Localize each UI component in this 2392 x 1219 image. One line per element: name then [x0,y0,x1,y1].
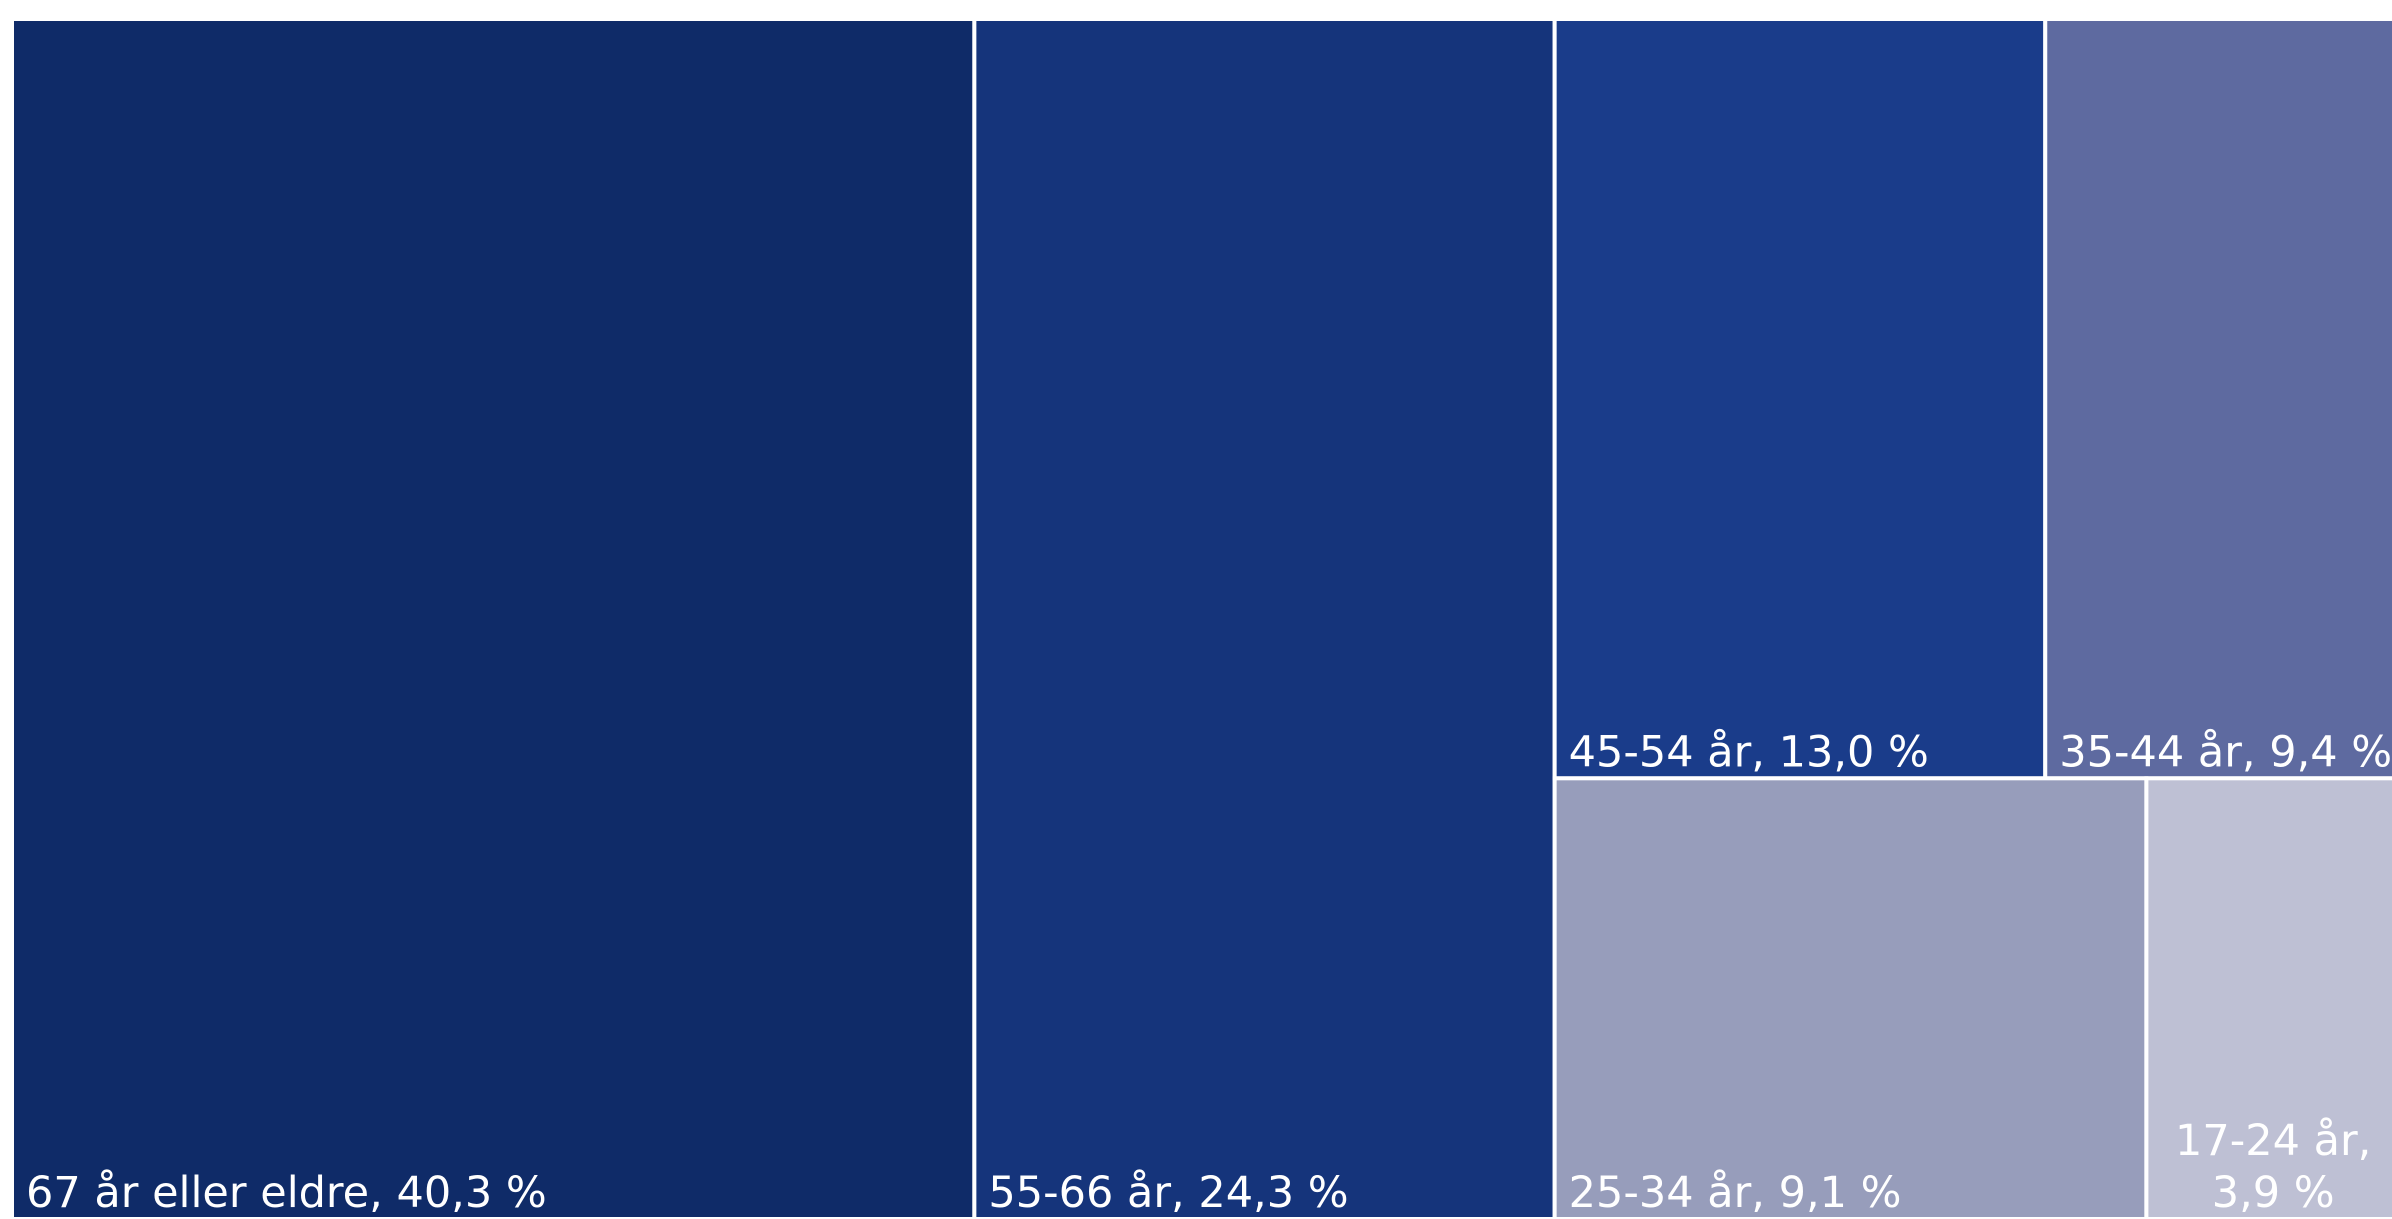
tile-label: 55-66 år, 24,3 % [988,1168,1348,1218]
treemap-tile [972,17,1557,1219]
treemap-tile [1552,17,2048,781]
treemap-labels: 67 år eller eldre, 40,3 % 55-66 år, 24,3 … [26,727,2392,1218]
treemap-tile [10,17,977,1219]
treemap-tiles [10,17,2392,1219]
treemap-tile [2144,776,2392,1219]
tile-label: 3,9 % [2212,1168,2335,1218]
tile-label: 17-24 år, [2175,1116,2371,1166]
tile-label: 25-34 år, 9,1 % [1569,1168,1902,1218]
tile-label: 67 år eller eldre, 40,3 % [26,1168,547,1218]
treemap-tile [2043,17,2392,781]
treemap-tile [1552,776,2149,1219]
tile-label: 45-54 år, 13,0 % [1569,727,1929,777]
tile-label: 35-44 år, 9,4 % [2059,727,2392,777]
